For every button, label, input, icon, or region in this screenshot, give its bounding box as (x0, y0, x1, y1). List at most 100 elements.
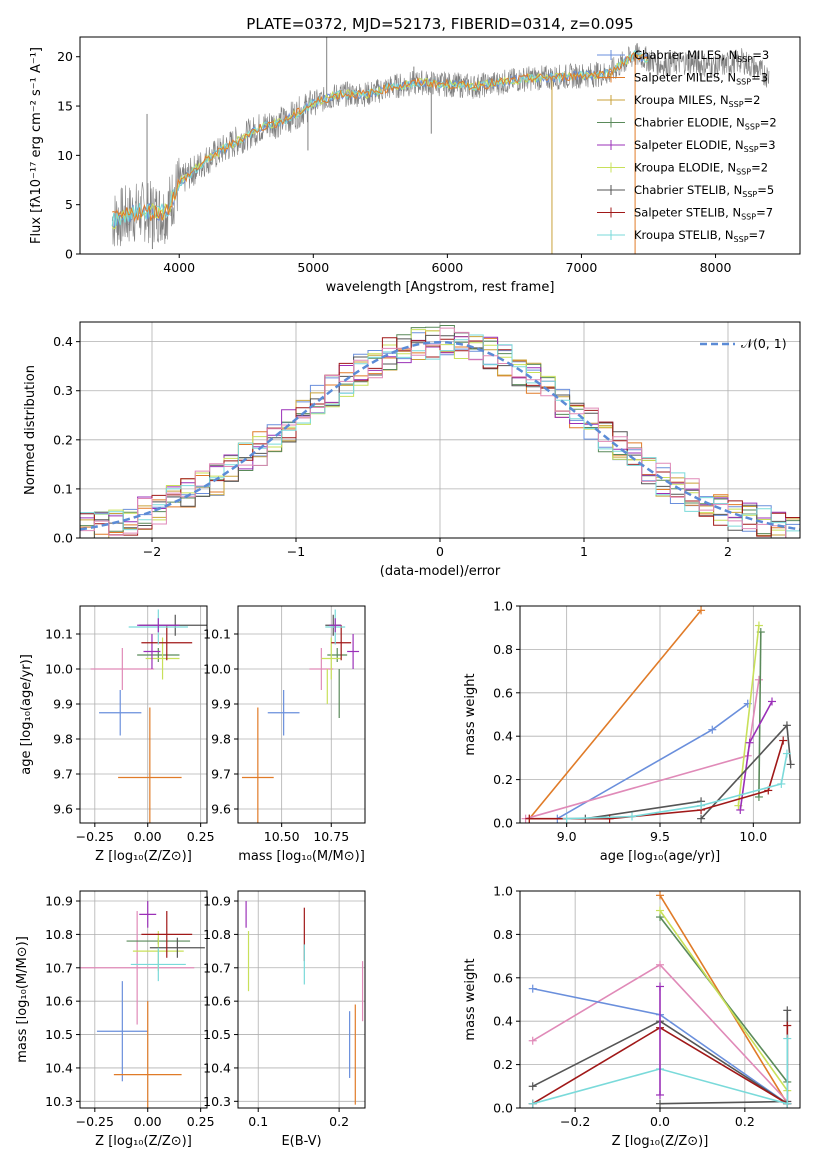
y-tick-label: 10.5 (45, 1027, 73, 1042)
legend-entry: Salpeter ELODIE, NSSP=3 (634, 138, 776, 154)
x-tick-label: 0.00 (134, 829, 162, 844)
x-tick-label: 9.0 (557, 829, 577, 844)
y-tick-label: 9.7 (53, 767, 73, 782)
axes-weight_vs_age: 9.0 9.5 10.0 0.0 0.2 0.4 0.6 0.8 1.0 age [log₁₀(a… (463, 599, 801, 864)
y-tick-label: 1.0 (493, 599, 513, 614)
y-tick-label: 1.0 (493, 884, 513, 899)
y-tick-label: 10.4 (45, 1060, 73, 1075)
y-tick-label: 10.1 (45, 627, 73, 642)
legend-entry: Chabrier ELODIE, NSSP=2 (634, 116, 777, 132)
y-tick-label: 0.0 (493, 1101, 513, 1116)
plot-area (241, 609, 360, 823)
x-axis-label: mass [log₁₀(M/M⊙)] (238, 849, 365, 864)
y-axis-label: mass weight (463, 958, 478, 1040)
axes-age_vs_Z: −0.25 0.00 0.25 9.6 9.7 9.8 9.9 10.0 10.1 Z [log₁… (19, 605, 215, 864)
x-tick-label: −0.25 (76, 829, 114, 844)
y-tick-label: 10.5 (203, 1027, 231, 1042)
y-tick-label: 10.0 (45, 662, 73, 677)
y-tick-label: 10.7 (45, 960, 73, 975)
model-spectrum-kroupa_elodie (111, 49, 649, 230)
y-tick-label: 0.2 (493, 1057, 513, 1072)
axes-spectrum: 4000 5000 6000 7000 8000 0 5 10 15 20 wavelength [… (29, 36, 801, 295)
axes-residual_hist: −2 −1 0 1 2 0.0 0.1 0.2 0.3 0.4 (data-model)/error… (23, 321, 801, 579)
y-tick-label: 0.1 (53, 481, 73, 496)
x-axis-label: wavelength [Angstrom, rest frame] (326, 280, 555, 295)
axes-age_vs_mass: 10.50 10.75 9.6 9.7 9.8 9.9 10.0 10.1 mass [log₁… (203, 605, 366, 864)
axes-frame (79, 890, 208, 1109)
gaussian-curve (80, 340, 800, 531)
y-tick-label: 10.9 (203, 894, 231, 909)
series-chabrier_elodie (758, 631, 762, 798)
axes-mass_vs_EBV: 0.1 0.2 10.3 10.4 10.5 10.6 10.7 10.8 10.9 E(B-V) (203, 890, 366, 1149)
x-tick-label: 0.1 (248, 1114, 268, 1129)
series-kroupa_elodie (659, 910, 788, 1092)
y-tick-label: 9.7 (211, 767, 231, 782)
axes-frame (237, 605, 366, 824)
y-tick-label: 10.1 (203, 627, 231, 642)
y-tick-label: 0.8 (493, 642, 513, 657)
plot-area (521, 606, 795, 823)
plot-area (80, 325, 800, 538)
x-tick-label: 0.0 (650, 1114, 670, 1129)
plot-area (80, 901, 205, 1108)
x-axis-label: Z [log₁₀(Z/Z⊙)] (95, 1134, 192, 1149)
y-tick-label: 9.8 (211, 732, 231, 747)
y-tick-label: 5 (65, 197, 73, 212)
y-tick-label: 10.3 (203, 1094, 231, 1109)
model-spectrum-chabrier_miles (111, 51, 649, 230)
x-tick-label: −2 (143, 544, 161, 559)
series-chabrier_stelib (585, 800, 702, 820)
x-tick-label: 1 (580, 544, 588, 559)
y-tick-label: 0.4 (493, 1014, 513, 1029)
x-tick-label: 7000 (566, 260, 598, 275)
x-tick-label: 10.50 (264, 829, 300, 844)
x-tick-label: 0.25 (187, 829, 215, 844)
y-axis-label: Flux [fλ10⁻¹⁷ erg cm⁻² s⁻¹ A⁻¹] (29, 47, 44, 244)
y-tick-label: 0.8 (493, 927, 513, 942)
x-tick-label: 0.25 (187, 1114, 215, 1129)
x-tick-label: 0 (436, 544, 444, 559)
x-tick-label: 10.75 (313, 829, 349, 844)
y-tick-label: 9.6 (53, 802, 73, 817)
legend-entry: Kroupa MILES, NSSP=2 (634, 93, 760, 109)
y-tick-label: 10.8 (45, 927, 73, 942)
y-tick-label: 0.6 (493, 970, 513, 985)
x-tick-label: 0.2 (735, 1114, 755, 1129)
axes-frame (79, 605, 208, 824)
plot-area (111, 37, 770, 254)
histogram-pink (80, 327, 800, 538)
y-tick-label: 9.9 (211, 697, 231, 712)
y-axis-label: mass [log₁₀(M/M⊙)] (15, 936, 30, 1063)
legend-entry: Chabrier STELIB, NSSP=5 (634, 183, 774, 199)
legend-entry: Kroupa ELODIE, NSSP=2 (634, 161, 768, 177)
legend-entry: Salpeter STELIB, NSSP=7 (634, 206, 773, 222)
legend-entry: Salpeter MILES, NSSP=3 (634, 71, 768, 87)
y-tick-label: 0.0 (53, 531, 73, 546)
y-tick-label: 0.4 (493, 729, 513, 744)
y-tick-label: 0 (65, 247, 73, 262)
plot-area (245, 901, 364, 1105)
y-tick-label: 0.6 (493, 685, 513, 700)
model-spectrum-kroupa_stelib (111, 49, 649, 227)
y-tick-label: 10 (57, 148, 73, 163)
legend-entry: Kroupa STELIB, NSSP=7 (634, 228, 765, 244)
y-tick-label: 10.9 (45, 894, 73, 909)
y-tick-label: 0.2 (493, 772, 513, 787)
x-axis-label: Z [log₁₀(Z/Z⊙)] (95, 849, 192, 864)
x-tick-label: −0.25 (76, 1114, 114, 1129)
figure-title: PLATE=0372, MJD=52173, FIBERID=0314, z=0… (246, 15, 633, 33)
y-tick-label: 10.6 (203, 994, 231, 1009)
x-tick-label: 0.2 (329, 1114, 349, 1129)
series-kroupa_elodie (737, 625, 760, 806)
x-tick-label: 10.0 (739, 829, 767, 844)
y-tick-label: 10.8 (203, 927, 231, 942)
y-tick-label: 9.9 (53, 697, 73, 712)
series-kroupa_stelib (532, 1038, 789, 1105)
x-tick-label: 4000 (163, 260, 195, 275)
y-tick-label: 20 (57, 49, 73, 64)
x-axis-label: age [log₁₀(age/yr)] (600, 849, 721, 864)
model-spectrum-salpeter_miles (112, 52, 649, 223)
y-tick-label: 0.2 (53, 432, 73, 447)
axes-weight_vs_Z: −0.2 0.0 0.2 0.0 0.2 0.4 0.6 0.8 1.0 Z [log₁₀(Z/Z… (463, 884, 801, 1149)
